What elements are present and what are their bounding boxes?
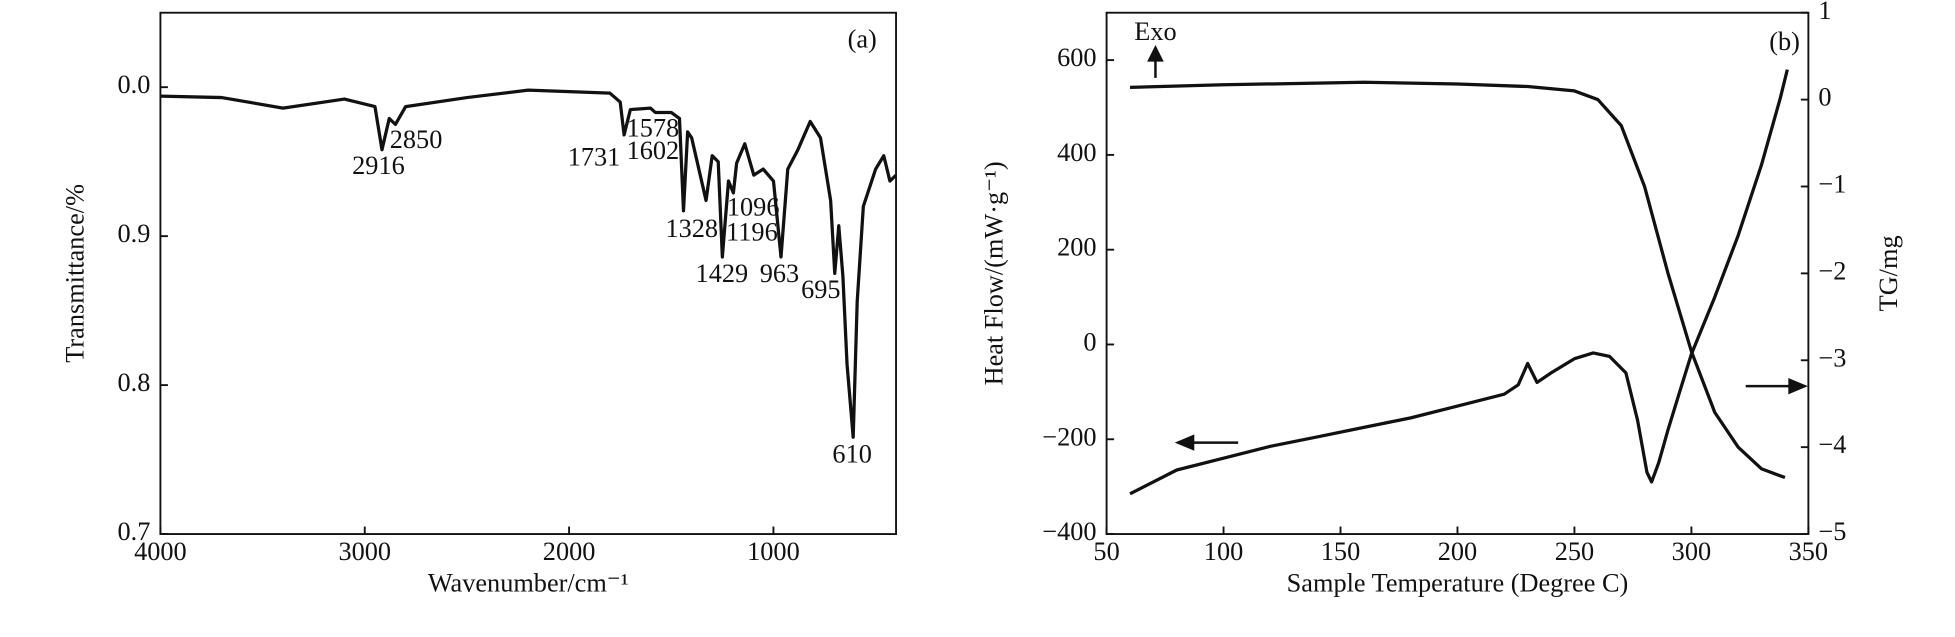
annotation: 1731	[568, 142, 621, 171]
y2-axis-label: TG/mg	[1874, 235, 1903, 311]
x-axis-label: Wavenumber/cm⁻¹	[428, 568, 629, 597]
y2-tick-label: −1	[1818, 170, 1846, 199]
y-axis-label: Transmittance/%	[61, 184, 90, 363]
annotation: 1578	[627, 114, 680, 143]
annotation: 1196	[726, 218, 778, 247]
annotation: 695	[801, 275, 840, 304]
plot-frame	[159, 11, 897, 535]
annotation: Exo	[1134, 17, 1176, 46]
y-axis-label: Heat Flow/(mW·g⁻¹)	[979, 161, 1008, 385]
x-tick-label: 300	[1672, 537, 1711, 566]
y-tick-label: 0.9	[118, 219, 151, 248]
plot-frame	[1105, 11, 1810, 535]
y-tick-label: −200	[1042, 422, 1096, 451]
y2-tick-label: −2	[1818, 256, 1846, 285]
x-tick-label: 50	[1093, 537, 1119, 566]
annotation: 2850	[390, 125, 443, 154]
x-tick-label: 3000	[338, 537, 391, 566]
annotation: 1096	[727, 193, 780, 222]
x-tick-label: 4000	[134, 537, 187, 566]
y-tick-label: 200	[1057, 233, 1096, 262]
annotation: 1328	[665, 214, 718, 243]
x-tick-label: 200	[1438, 537, 1477, 566]
arrow-head	[1788, 378, 1808, 395]
x-tick-label: 350	[1789, 537, 1828, 566]
annotation: 610	[832, 439, 871, 468]
y-tick-label: 600	[1057, 43, 1096, 72]
x-tick-label: 1000	[747, 537, 800, 566]
x-axis-label: Sample Temperature (Degree C)	[1287, 568, 1629, 597]
arrows	[1147, 45, 1808, 451]
y2-tick-label: 1	[1818, 0, 1831, 25]
y-tick-label: 400	[1057, 138, 1096, 167]
y2-tick-label: 0	[1818, 83, 1831, 112]
annotation: 1602	[627, 136, 680, 165]
y2-tick-label: −5	[1818, 517, 1846, 546]
x-tick-label: 250	[1555, 537, 1594, 566]
panel-label: (b)	[1769, 27, 1800, 56]
annotation: 963	[760, 259, 799, 288]
data-line	[1129, 69, 1789, 496]
x-tick-label: 100	[1204, 537, 1243, 566]
y2-tick-label: −3	[1818, 343, 1846, 372]
annotation: 2916	[352, 151, 405, 180]
arrow-head	[1147, 45, 1164, 62]
data-line	[160, 88, 898, 439]
annotation: 1429	[696, 259, 749, 288]
arrow-head	[1174, 434, 1195, 451]
y-tick-label: 0	[1083, 328, 1096, 357]
y-tick-label: 0.7	[118, 517, 151, 546]
y2-tick-label: −4	[1818, 430, 1846, 459]
x-tick-label: 150	[1321, 537, 1360, 566]
y-tick-label: 0.8	[118, 368, 151, 397]
x-tick-label: 2000	[543, 537, 596, 566]
y-tick-label: −400	[1042, 517, 1096, 546]
data-line	[1129, 80, 1786, 480]
panel-label: (a)	[848, 25, 877, 54]
y-tick-label: 0.0	[118, 70, 151, 99]
